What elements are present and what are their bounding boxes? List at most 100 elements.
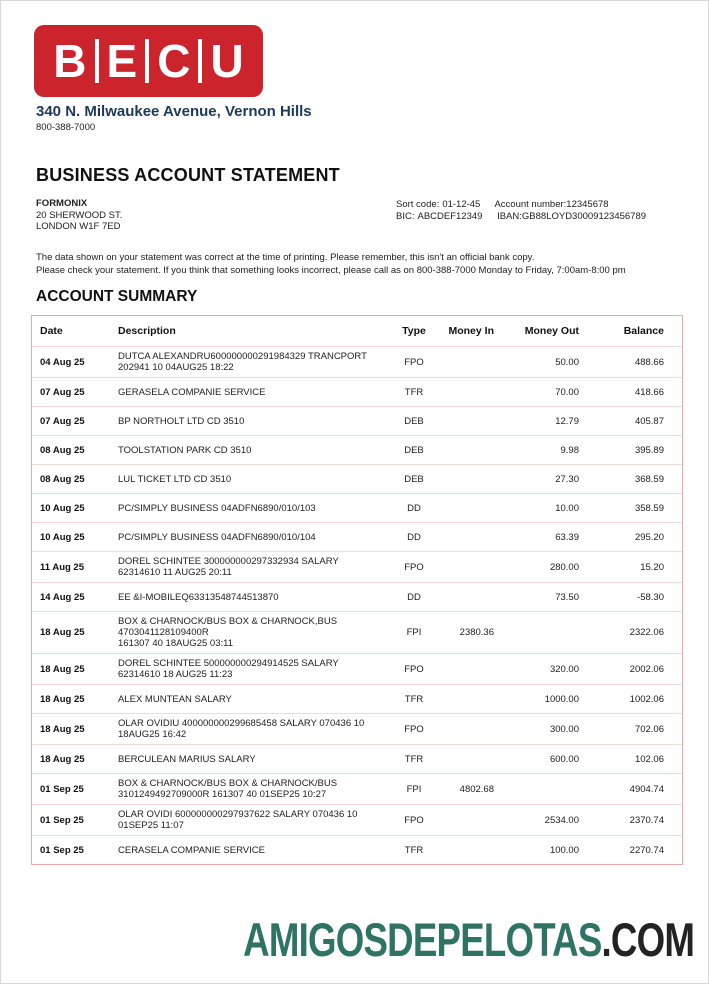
logo-divider — [94, 39, 99, 83]
row-description-line1: EE &I-MOBILEQ63313548744513870 — [118, 591, 279, 603]
row-money-in: 4802.68 — [459, 783, 494, 795]
row-balance: 368.59 — [634, 473, 664, 485]
account-number-label: Account number: — [494, 199, 567, 210]
account-info-line1: Sort code: 01-12-45 Account number:123456… — [396, 199, 646, 211]
transactions-table: Date Description Type Money In Money Out… — [31, 315, 683, 865]
row-type: DEB — [404, 415, 424, 427]
column-header-money-in: Money In — [448, 325, 494, 337]
row-date: 18 Aug 25 — [40, 753, 85, 765]
logo-divider — [145, 39, 150, 83]
logo-letter: C — [157, 35, 191, 87]
row-balance: 2002.06 — [629, 663, 664, 675]
row-description-line2: 3101249492709000R 161307 40 01SEP25 10:2… — [118, 789, 327, 800]
row-description-line1: DOREL SCHINTEE 500000000294914525 SALARY — [118, 658, 339, 669]
row-type: DEB — [404, 473, 424, 485]
account-summary-heading: ACCOUNT SUMMARY — [36, 288, 198, 305]
row-balance: 405.87 — [634, 415, 664, 427]
row-balance: 2322.06 — [629, 627, 664, 638]
row-money-out: 73.50 — [555, 591, 579, 603]
row-balance: 1002.06 — [629, 693, 664, 705]
table-row: 10 Aug 25 PC/SIMPLY BUSINESS 04ADFN6890/… — [32, 522, 682, 551]
iban-value: GB88LOYD30009123456789 — [521, 211, 647, 222]
row-date: 07 Aug 25 — [40, 386, 85, 398]
row-type: FPI — [406, 783, 422, 795]
row-type: FPO — [404, 723, 424, 735]
row-description: BOX & CHARNOCK/BUS BOX & CHARNOCK/BUS 31… — [118, 778, 386, 800]
table-row: 18 Aug 25 ALEX MUNTEAN SALARY TFR 1000.0… — [32, 684, 682, 713]
table-row: 01 Sep 25 CERASELA COMPANIE SERVICE TFR … — [32, 835, 682, 864]
row-description-line2: 62314610 18 AUG25 11:23 — [118, 669, 233, 680]
row-money-out: 50.00 — [555, 356, 579, 368]
row-money-out: 1000.00 — [544, 693, 579, 705]
logo-letter: E — [106, 35, 138, 87]
row-type: FPI — [406, 627, 422, 638]
row-description: TOOLSTATION PARK CD 3510 — [118, 445, 386, 456]
row-date: 11 Aug 25 — [40, 561, 85, 573]
row-type: DD — [407, 502, 421, 514]
row-description-line1: OLAR OVIDI 600000000297937622 SALARY 070… — [118, 809, 358, 820]
row-description-line1: DOREL SCHINTEE 300000000297332934 SALARY — [118, 556, 339, 567]
row-balance: 418.66 — [634, 386, 664, 398]
row-description: OLAR OVIDIU 400000000299685458 SALARY 07… — [118, 718, 386, 740]
row-description: DOREL SCHINTEE 500000000294914525 SALARY… — [118, 658, 386, 680]
row-description-line1: BOX & CHARNOCK/BUS BOX & CHARNOCK/BUS — [118, 778, 338, 789]
row-money-out: 10.00 — [555, 502, 579, 514]
row-description: DOREL SCHINTEE 300000000297332934 SALARY… — [118, 556, 386, 578]
row-date: 10 Aug 25 — [40, 531, 85, 543]
row-description: PC/SIMPLY BUSINESS 04ADFN6890/010/104 — [118, 532, 386, 543]
row-description: BERCULEAN MARIUS SALARY — [118, 754, 386, 765]
row-balance: 102.06 — [634, 753, 664, 765]
row-balance: 395.89 — [634, 444, 664, 456]
row-description-line1: BOX & CHARNOCK/BUS BOX & CHARNOCK,BUS 47… — [118, 616, 338, 638]
row-balance: 15.20 — [640, 561, 664, 573]
row-description-line1: GERASELA COMPANIE SERVICE — [118, 386, 266, 398]
row-description: DUTCA ALEXANDRU600000000291984329 TRANCP… — [118, 351, 386, 373]
recipient-name: FORMONIX — [36, 198, 88, 209]
row-description-line2: 202941 10 04AUG25 18:22 — [118, 362, 234, 373]
column-header-type: Type — [402, 325, 426, 337]
row-date: 07 Aug 25 — [40, 415, 85, 427]
bank-phone: 800-388-7000 — [36, 122, 96, 133]
row-description-line1: BP NORTHOLT LTD CD 3510 — [118, 415, 245, 427]
row-description-line2: 161307 40 18AUG25 03:11 — [118, 638, 233, 649]
row-date: 18 Aug 25 — [40, 627, 85, 638]
becu-logo: B E C U — [34, 25, 263, 97]
row-date: 18 Aug 25 — [40, 723, 85, 735]
table-header-row: Date Description Type Money In Money Out… — [32, 316, 682, 346]
row-description-line1: DUTCA ALEXANDRU600000000291984329 TRANCP… — [118, 351, 367, 362]
row-description-line2: 18AUG25 16:42 — [118, 729, 187, 740]
row-date: 18 Aug 25 — [40, 663, 85, 675]
logo-divider — [198, 39, 203, 83]
logo-letter: B — [53, 35, 87, 87]
row-date: 14 Aug 25 — [40, 591, 85, 603]
row-type: DD — [407, 591, 421, 603]
table-row: 08 Aug 25 TOOLSTATION PARK CD 3510 DEB 9… — [32, 435, 682, 464]
row-type: FPO — [404, 663, 424, 675]
recipient-address-line2: LONDON W1F 7ED — [36, 221, 121, 232]
row-description: PC/SIMPLY BUSINESS 04ADFN6890/010/103 — [118, 503, 386, 514]
table-row: 07 Aug 25 BP NORTHOLT LTD CD 3510 DEB 12… — [32, 406, 682, 435]
row-description-line1: ALEX MUNTEAN SALARY — [118, 693, 232, 705]
row-description-line2: 62314610 11 AUG25 20:11 — [118, 567, 232, 578]
bank-address: 340 N. Milwaukee Avenue, Vernon Hills — [36, 103, 312, 120]
sort-code-label: Sort code: — [396, 199, 440, 210]
row-money-out: 320.00 — [549, 663, 579, 675]
site-name: AMIGOSDEPELOTAS — [243, 913, 602, 966]
table-row: 10 Aug 25 PC/SIMPLY BUSINESS 04ADFN6890/… — [32, 493, 682, 522]
bic-label: BIC: — [396, 211, 415, 222]
row-money-out: 70.00 — [555, 386, 579, 398]
row-description-line1: TOOLSTATION PARK CD 3510 — [118, 444, 252, 456]
row-date: 04 Aug 25 — [40, 356, 85, 368]
row-description-line1: CERASELA COMPANIE SERVICE — [118, 844, 265, 856]
row-money-out: 63.39 — [555, 531, 579, 543]
account-info-block: Sort code: 01-12-45 Account number:123456… — [396, 199, 646, 223]
row-description-line1: PC/SIMPLY BUSINESS 04ADFN6890/010/104 — [118, 531, 316, 543]
row-balance: 2270.74 — [629, 844, 664, 856]
table-row: 18 Aug 25 DOREL SCHINTEE 500000000294914… — [32, 653, 682, 684]
row-date: 01 Sep 25 — [40, 814, 84, 826]
row-type: DEB — [404, 444, 424, 456]
row-balance: -58.30 — [637, 591, 664, 603]
notice-line1: The data shown on your statement was cor… — [36, 252, 535, 263]
row-description: EE &I-MOBILEQ63313548744513870 — [118, 592, 386, 603]
